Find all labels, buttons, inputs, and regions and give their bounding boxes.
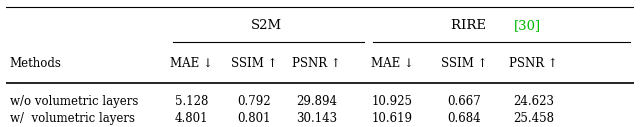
Text: Methods: Methods xyxy=(10,57,61,70)
Text: 10.619: 10.619 xyxy=(372,112,413,125)
Text: PSNR ↑: PSNR ↑ xyxy=(509,57,557,70)
Text: w/  volumetric layers: w/ volumetric layers xyxy=(10,112,134,125)
Text: 24.623: 24.623 xyxy=(513,95,554,108)
Text: 4.801: 4.801 xyxy=(175,112,208,125)
Text: w/o volumetric layers: w/o volumetric layers xyxy=(10,95,138,108)
Text: 0.801: 0.801 xyxy=(237,112,271,125)
Text: 0.667: 0.667 xyxy=(447,95,481,108)
Text: SSIM ↑: SSIM ↑ xyxy=(441,57,488,70)
Text: 0.684: 0.684 xyxy=(447,112,481,125)
Text: 25.458: 25.458 xyxy=(513,112,554,125)
Text: MAE ↓: MAE ↓ xyxy=(170,57,213,70)
Text: SSIM ↑: SSIM ↑ xyxy=(231,57,277,70)
Text: 10.925: 10.925 xyxy=(372,95,413,108)
Text: 30.143: 30.143 xyxy=(296,112,337,125)
Text: 0.792: 0.792 xyxy=(237,95,271,108)
Text: RIRE: RIRE xyxy=(451,19,490,32)
Text: PSNR ↑: PSNR ↑ xyxy=(292,57,341,70)
Text: 5.128: 5.128 xyxy=(175,95,208,108)
Text: 29.894: 29.894 xyxy=(296,95,337,108)
Text: [30]: [30] xyxy=(513,19,541,32)
Text: MAE ↓: MAE ↓ xyxy=(371,57,413,70)
Text: S2M: S2M xyxy=(251,19,282,32)
